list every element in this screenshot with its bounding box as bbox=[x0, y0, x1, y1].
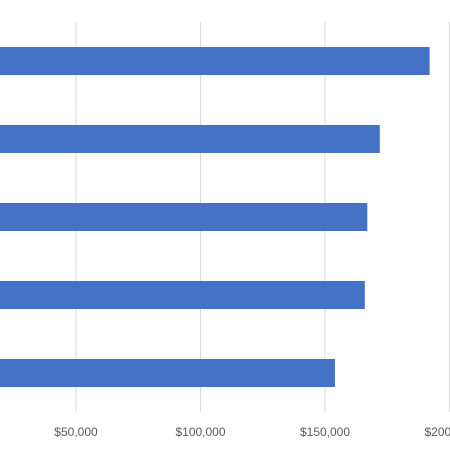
x-tick-label: $100,000 bbox=[175, 425, 225, 439]
bar bbox=[0, 281, 365, 309]
x-tick-label: $150,000 bbox=[300, 425, 350, 439]
x-tick-label: $50,000 bbox=[54, 425, 98, 439]
bar bbox=[0, 359, 335, 387]
bar bbox=[0, 125, 380, 153]
bar bbox=[0, 47, 430, 75]
bar bbox=[0, 203, 368, 231]
x-tick-label: $200,000 bbox=[424, 425, 450, 439]
